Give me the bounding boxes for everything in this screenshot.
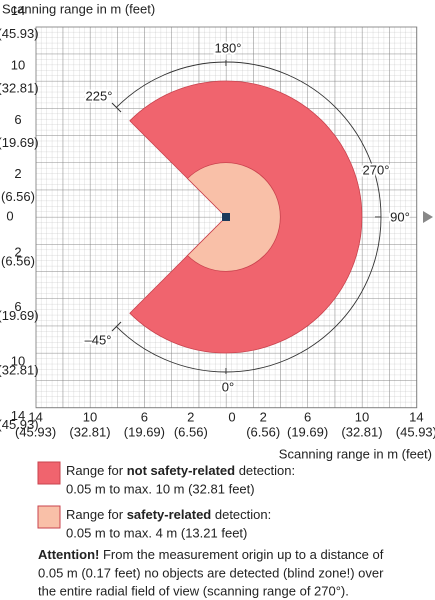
x-tick-label: 6 [304, 409, 311, 424]
angle-label: –45° [85, 332, 112, 347]
x-tick-label: 2 [187, 409, 194, 424]
legend-label: Range for safety-related detection: [66, 507, 271, 522]
y-tick-label: 2 [14, 166, 21, 181]
y-tick-label: 2 [14, 245, 21, 260]
x-tick-label: (45.93) [15, 424, 56, 439]
y-tick-label: 6 [14, 112, 21, 127]
y-tick-label: (19.69) [0, 135, 39, 150]
x-tick-label: (19.69) [287, 424, 328, 439]
y-tick-label: (32.81) [0, 362, 39, 377]
legend-range: 0.05 m to max. 10 m (32.81 feet) [66, 481, 255, 496]
inner-range [186, 162, 281, 272]
arc-ticks [111, 60, 381, 374]
y-axis-title: Scanning range in m (feet) [2, 1, 155, 16]
legend-label: Range for not safety-related detection: [66, 463, 295, 478]
y-tick-label: (45.93) [0, 26, 39, 41]
x-tick-label: (32.81) [341, 424, 382, 439]
angle-label: 90° [390, 209, 410, 224]
y-tick-label: 10 [11, 353, 25, 368]
x-tick-label: 2 [260, 409, 267, 424]
x-tick-label: (6.56) [246, 424, 280, 439]
y-tick-label: 0 [6, 208, 13, 223]
x-tick-label: 10 [83, 409, 97, 424]
x-tick-label: 6 [141, 409, 148, 424]
x-tick-label: (45.93) [396, 424, 435, 439]
direction-arrow [423, 211, 433, 223]
y-tick-label: 14 [11, 3, 25, 18]
x-tick-label: (19.69) [124, 424, 165, 439]
note: Attention! From the measurement origin u… [38, 547, 384, 562]
y-tick-label: (32.81) [0, 80, 39, 95]
y-tick-label: 14 [11, 408, 25, 423]
x-tick-label: 14 [409, 409, 423, 424]
y-tick-label: (6.56) [1, 254, 35, 269]
x-tick-label: 0 [228, 409, 235, 424]
x-tick-label: 10 [355, 409, 369, 424]
x-tick-label: (6.56) [174, 424, 208, 439]
legend-swatch [37, 505, 61, 529]
x-tick-label: (32.81) [69, 424, 110, 439]
angle-label: 270° [363, 162, 390, 177]
y-tick-label: 6 [14, 299, 21, 314]
y-tick-label: 10 [11, 57, 25, 72]
angle-label: 225° [86, 88, 113, 103]
legend-swatch [37, 461, 61, 485]
note: 0.05 m (0.17 feet) no objects are detect… [38, 565, 384, 580]
note: the entire radial field of view (scannin… [38, 583, 349, 598]
y-tick-label: (6.56) [1, 189, 35, 204]
x-axis-title: Scanning range in m (feet) [279, 446, 432, 461]
angle-label: 0° [222, 379, 234, 394]
angle-label: 180° [215, 40, 242, 55]
y-tick-label: (19.69) [0, 308, 39, 323]
y-tick-label: (45.93) [0, 417, 39, 432]
x-tick-label: 14 [28, 409, 42, 424]
legend-range: 0.05 m to max. 4 m (13.21 feet) [66, 525, 247, 540]
origin [222, 213, 230, 221]
